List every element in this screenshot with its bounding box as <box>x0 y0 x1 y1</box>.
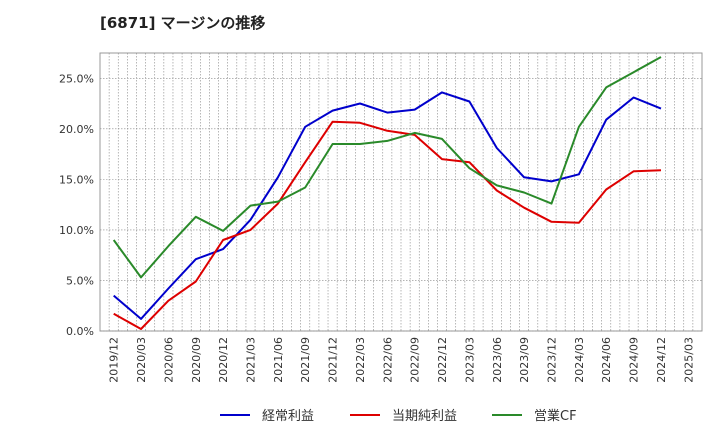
x-tick-label: 2021/12 <box>327 337 340 383</box>
x-tick-label: 2025/03 <box>682 337 695 383</box>
legend-label: 当期純利益 <box>392 409 457 424</box>
y-tick-label: 25.0% <box>59 72 94 85</box>
x-tick-label: 2021/03 <box>245 337 258 383</box>
y-tick-label: 20.0% <box>59 123 94 136</box>
x-tick-label: 2024/09 <box>628 337 641 383</box>
x-tick-label: 2020/03 <box>135 337 148 383</box>
x-tick-label: 2023/06 <box>491 337 504 383</box>
y-tick-label: 15.0% <box>59 173 94 186</box>
x-tick-label: 2020/12 <box>217 337 230 383</box>
y-tick-label: 0.0% <box>66 325 94 338</box>
x-tick-label: 2023/12 <box>546 337 559 383</box>
legend-label: 経常利益 <box>262 409 314 424</box>
x-tick-label: 2021/06 <box>272 337 285 383</box>
series-line <box>112 56 662 279</box>
x-tick-label: 2020/09 <box>190 337 203 383</box>
series-line <box>113 91 662 320</box>
x-tick-label: 2022/09 <box>409 337 422 383</box>
legend-label: 営業CF <box>534 408 577 424</box>
y-tick-label: 10.0% <box>59 224 94 237</box>
x-tick-label: 2021/09 <box>299 337 312 383</box>
x-tick-label: 2024/06 <box>600 337 613 383</box>
x-tick-label: 2024/03 <box>573 337 586 383</box>
x-tick-label: 2022/06 <box>381 337 394 383</box>
y-tick-label: 5.0% <box>66 274 94 287</box>
x-tick-label: 2019/12 <box>108 337 121 383</box>
x-tick-label: 2022/12 <box>436 337 449 383</box>
x-tick-label: 2023/03 <box>463 337 476 383</box>
series-line <box>113 120 662 330</box>
x-tick-label: 2024/12 <box>655 337 668 383</box>
x-tick-label: 2022/03 <box>354 337 367 383</box>
chart-title: [6871] マージンの推移 <box>100 14 266 32</box>
x-tick-label: 2023/09 <box>518 337 531 383</box>
x-tick-label: 2020/06 <box>162 337 175 383</box>
